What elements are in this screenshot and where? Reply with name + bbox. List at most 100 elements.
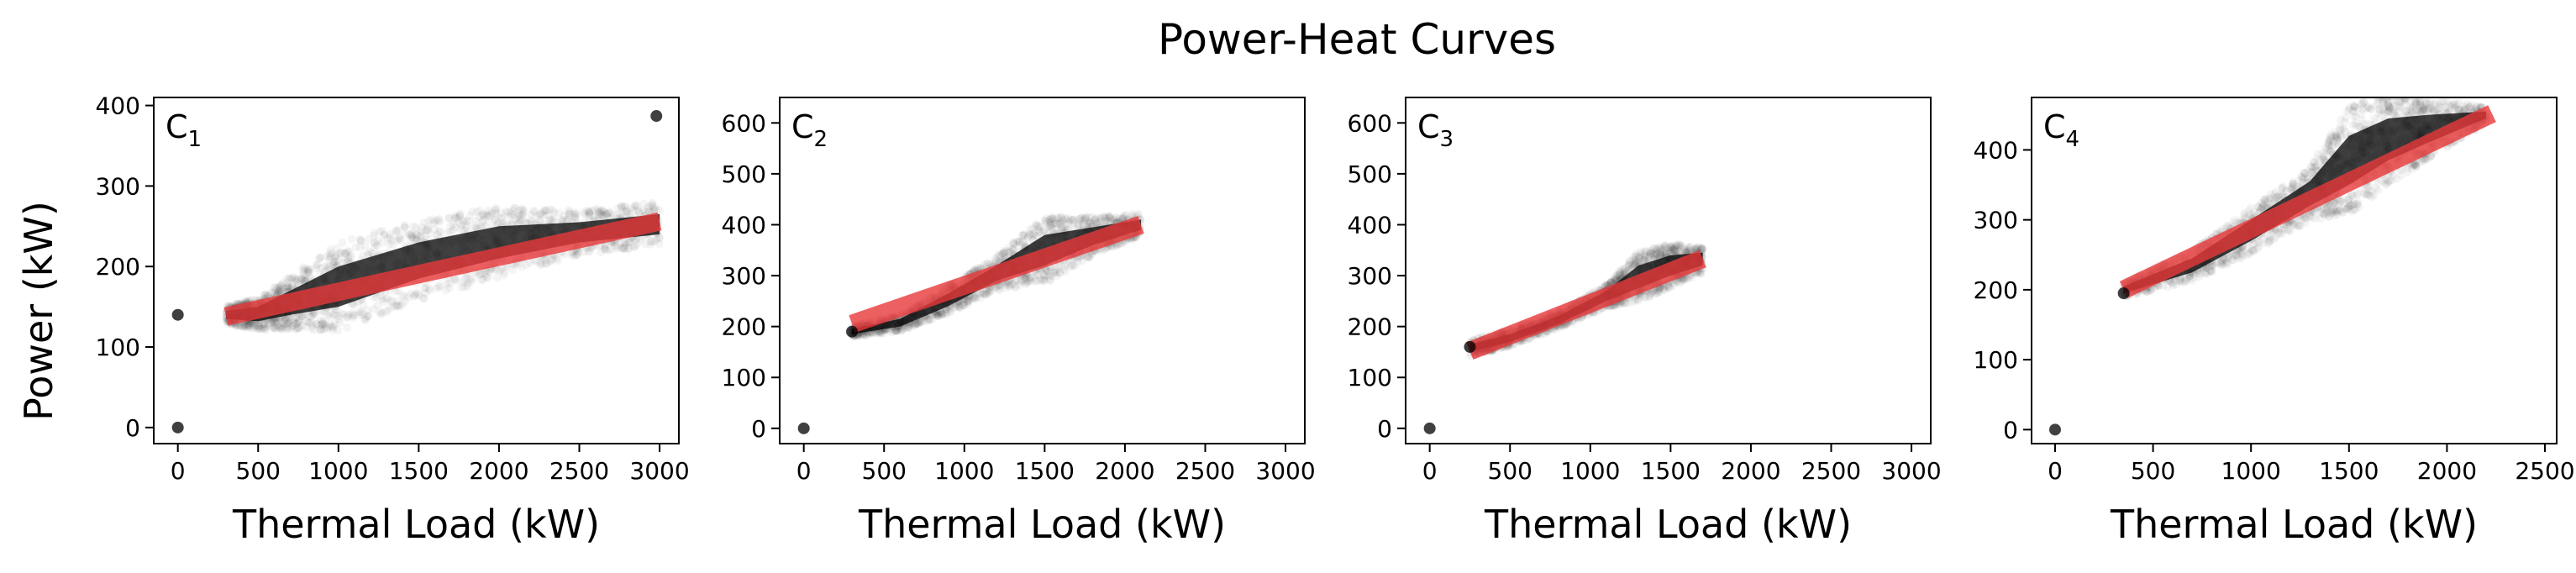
scatter-point: [1645, 292, 1654, 302]
scatter-point: [1033, 270, 1042, 279]
scatter-point: [1052, 219, 1061, 229]
scatter-point: [378, 227, 387, 236]
scatter-point: [605, 208, 614, 218]
scatter-point: [380, 230, 389, 239]
scatter-point: [1112, 213, 1121, 223]
scatter-point: [621, 207, 630, 216]
scatter-point: [252, 321, 261, 330]
scatter-point: [860, 331, 869, 340]
scatter-point: [1048, 214, 1057, 223]
scatter-point: [1045, 267, 1054, 276]
scatter-point: [287, 322, 297, 331]
scatter-point: [1627, 297, 1637, 307]
scatter-point: [565, 209, 574, 218]
scatter-point: [1128, 210, 1137, 219]
scatter-point: [338, 238, 347, 247]
scatter-point: [302, 316, 311, 325]
scatter-point: [493, 218, 502, 227]
scatter-point: [1058, 225, 1067, 234]
scatter-point: [861, 330, 870, 339]
scatter-point: [938, 308, 947, 318]
scatter-point: [945, 304, 954, 313]
scatter-point: [1656, 247, 1665, 256]
scatter-point: [1054, 219, 1063, 229]
scatter-point: [266, 288, 276, 297]
scatter-point: [932, 310, 941, 319]
scatter-point: [337, 308, 346, 318]
scatter-point: [980, 290, 990, 299]
scatter-point: [1069, 215, 1078, 224]
scatter-point: [1007, 280, 1017, 289]
scatter-point: [279, 318, 288, 328]
scatter-point: [1670, 247, 1680, 256]
scatter-point: [648, 200, 657, 209]
scatter-point: [1096, 214, 1105, 223]
scatter-point: [425, 284, 434, 293]
scatter-point: [476, 206, 485, 215]
x-tick-label: 500: [236, 457, 281, 485]
scatter-point: [373, 236, 382, 245]
scatter-point: [356, 236, 365, 245]
scatter-point: [969, 293, 978, 302]
scatter-point: [581, 210, 590, 219]
scatter-point: [1656, 245, 1665, 255]
scatter-point: [1064, 218, 1073, 228]
scatter-point: [582, 206, 591, 215]
scatter-point: [879, 329, 888, 338]
y-tick-label: 400: [96, 92, 140, 120]
scatter-point: [937, 310, 946, 319]
scatter-point: [283, 281, 292, 291]
scatter-point: [1061, 215, 1070, 224]
panels-group: 0 500 1000 1500 2000 2500 30000100200300400C1T…: [96, 92, 2575, 547]
scatter-point: [465, 211, 475, 220]
scatter-point: [1670, 243, 1680, 252]
scatter-point: [1638, 255, 1648, 264]
scatter-point: [1646, 248, 1655, 257]
scatter-point: [640, 208, 649, 217]
scatter-point: [1104, 211, 1113, 220]
scatter-point: [597, 210, 607, 219]
scatter-point: [892, 326, 902, 335]
scatter-point: [982, 286, 991, 296]
scatter-point: [376, 292, 386, 301]
scatter-point: [330, 319, 339, 329]
scatter-point: [1074, 220, 1083, 229]
scatter-point: [254, 322, 263, 331]
scatter-point: [277, 325, 287, 334]
scatter-point: [325, 262, 334, 271]
scatter-point: [1670, 244, 1680, 253]
scatter-point: [1075, 214, 1084, 223]
scatter-point: [1039, 271, 1049, 281]
scatter-point: [1632, 258, 1641, 267]
scatter-point: [535, 215, 544, 224]
scatter-point: [346, 250, 355, 260]
scatter-point: [423, 223, 433, 232]
scatter-point: [1092, 219, 1101, 229]
scatter-point: [313, 260, 322, 270]
scatter-point: [1648, 244, 1658, 253]
scatter-point: [284, 317, 293, 326]
scatter-point: [1625, 256, 1634, 265]
scatter-point: [1054, 218, 1064, 227]
scatter-point: [287, 275, 297, 284]
scatter-point: [334, 255, 343, 264]
scatter-point: [235, 321, 244, 330]
scatter-point: [620, 244, 629, 253]
scatter-point: [600, 208, 609, 217]
scatter-point: [1106, 212, 1115, 221]
scatter-point: [518, 206, 527, 215]
scatter-point: [292, 323, 302, 333]
scatter-point: [557, 215, 566, 224]
scatter-point: [329, 260, 338, 269]
scatter-point: [1621, 299, 1630, 308]
scatter-point: [630, 235, 639, 244]
scatter-point: [450, 276, 460, 285]
scatter-point: [1641, 246, 1650, 255]
scatter-point: [292, 277, 301, 286]
scatter-point: [283, 324, 292, 334]
scatter-point: [273, 283, 282, 292]
scatter-point: [393, 225, 402, 234]
scatter-point: [981, 289, 991, 298]
scatter-point: [549, 208, 559, 218]
scatter-point: [1631, 255, 1640, 265]
